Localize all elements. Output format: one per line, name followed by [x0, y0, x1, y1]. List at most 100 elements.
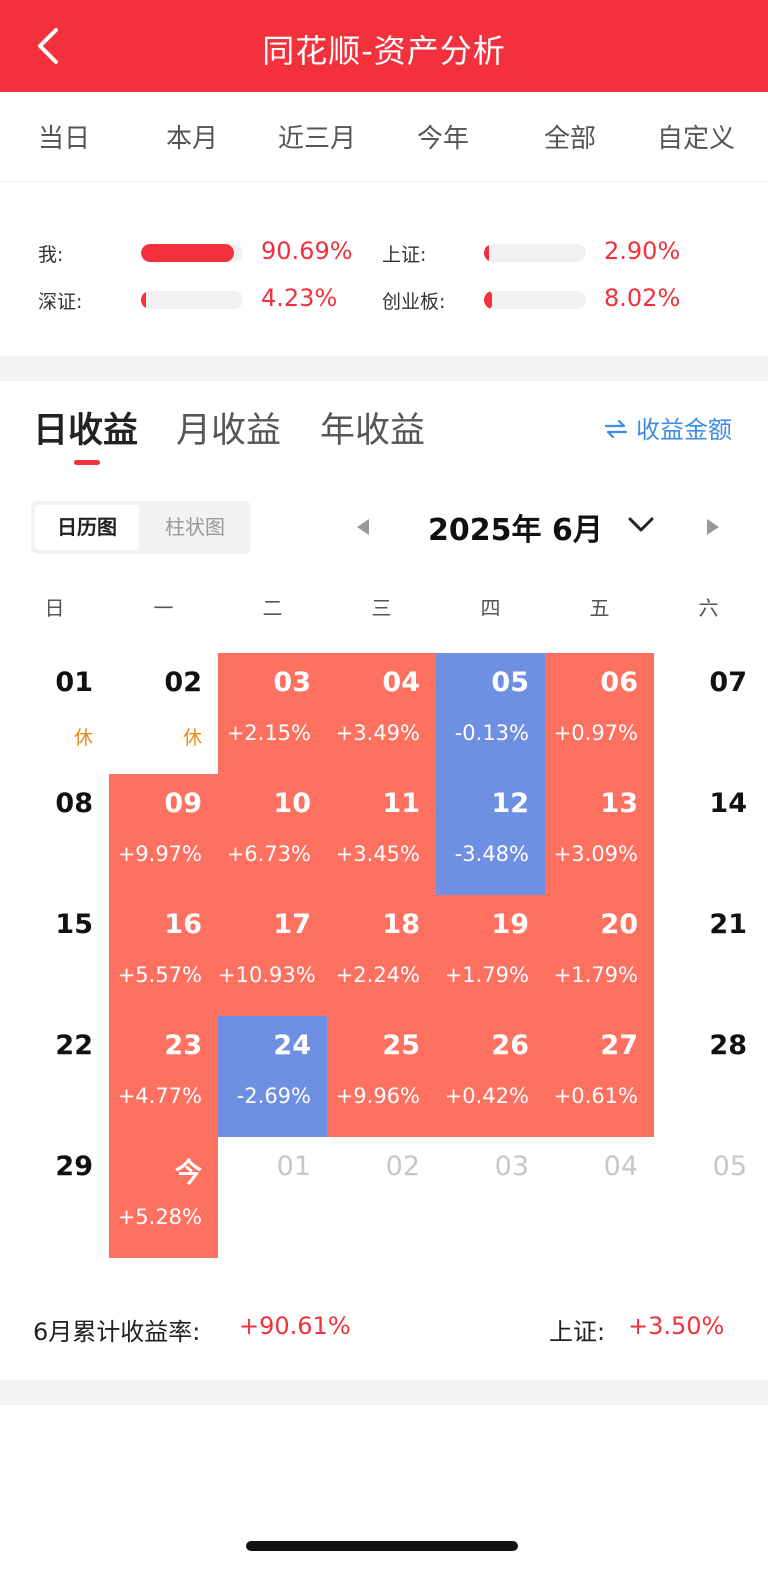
month-label[interactable]: 2025年 6月 [428, 513, 603, 548]
calendar-day-return: +0.61% [553, 1084, 638, 1108]
compare-fill-chinext [484, 291, 492, 309]
page-title: 同花顺-资产分析 [262, 32, 506, 70]
calendar-day-cell[interactable]: 25 +9.96% [327, 1016, 436, 1137]
calendar-day-cell[interactable]: 13 +3.09% [545, 774, 654, 895]
calendar-day-cell[interactable]: 今 +5.28% [109, 1137, 218, 1258]
calendar-day-cell[interactable]: 10 +6.73% [218, 774, 327, 895]
calendar-day-number: 17 [273, 909, 311, 940]
calendar-day-return: +3.49% [335, 721, 420, 745]
calendar-day-number: 01 [276, 1151, 311, 1182]
calendar-day-number: 15 [55, 909, 93, 940]
calendar-day-cell[interactable]: 04 +3.49% [327, 653, 436, 774]
tab-daily-earnings[interactable]: 日收益 [33, 411, 139, 451]
calendar-day-cell[interactable]: 06 +0.97% [545, 653, 654, 774]
calendar-day-return: +2.24% [335, 963, 420, 987]
compare-bar-chinext [484, 291, 586, 309]
calendar-day-cell[interactable]: 24 -2.69% [218, 1016, 327, 1137]
compare-bar-shenzhen [141, 291, 243, 309]
calendar-day-cell[interactable]: 17 +10.93% [218, 895, 327, 1016]
calendar-day-cell[interactable]: 11 +3.45% [327, 774, 436, 895]
calendar-day-cell: 14 [654, 774, 763, 895]
calendar-day-cell[interactable]: 19 +1.79% [436, 895, 545, 1016]
calendar-day-number: 06 [600, 667, 638, 698]
calendar-day-cell: 02 [327, 1137, 436, 1258]
calendar-day-return: +10.93% [218, 963, 316, 987]
tab-all[interactable]: 全部 [543, 124, 596, 154]
calendar-day-number: 25 [382, 1030, 420, 1061]
calendar-day-cell: 15 [0, 895, 109, 1016]
tab-today[interactable]: 当日 [37, 124, 90, 154]
return-comparison: 我: 90.69% 上证: 2.90% 深证: 4.23% 创业板: 8.02% [0, 182, 768, 356]
calendar-day-cell[interactable]: 05 -0.13% [436, 653, 545, 774]
period-tabs: 当日 本月 近三月 今年 全部 自定义 [0, 92, 768, 182]
compare-fill-shanghai [484, 244, 489, 262]
calendar-day-number: 27 [600, 1030, 638, 1061]
compare-label-shenzhen: 深证: [38, 291, 83, 313]
section-divider [0, 356, 768, 381]
tab-yearly-earnings[interactable]: 年收益 [320, 411, 426, 451]
calendar-day-number: 13 [600, 788, 638, 819]
calendar-day-number: 24 [273, 1030, 311, 1061]
weekday-label: 日 [44, 596, 65, 620]
calendar-day-number: 19 [491, 909, 529, 940]
calendar-day-cell[interactable]: 20 +1.79% [545, 895, 654, 1016]
weekday-label: 四 [480, 596, 501, 620]
calendar-day-cell[interactable]: 27 +0.61% [545, 1016, 654, 1137]
weekday-label: 二 [262, 596, 283, 620]
tab-this-year[interactable]: 今年 [416, 124, 469, 154]
compare-value-chinext: 8.02% [604, 284, 681, 312]
calendar-day-return: +0.97% [553, 721, 638, 745]
calendar-day-number: 28 [709, 1030, 747, 1061]
next-month-icon[interactable] [704, 517, 722, 537]
swap-icon [604, 420, 628, 438]
calendar-day-return: +5.28% [117, 1205, 202, 1229]
calendar-day-return: +4.77% [117, 1084, 202, 1108]
calendar-day-cell[interactable]: 26 +0.42% [436, 1016, 545, 1137]
calendar-day-cell[interactable]: 18 +2.24% [327, 895, 436, 1016]
calendar-day-number: 20 [600, 909, 638, 940]
calendar-day-number: 04 [603, 1151, 638, 1182]
prev-month-icon[interactable] [354, 517, 372, 537]
calendar-day-number: 07 [709, 667, 747, 698]
calendar-day-return: +0.42% [444, 1084, 529, 1108]
calendar-day-number: 03 [273, 667, 311, 698]
calendar-day-cell[interactable]: 12 -3.48% [436, 774, 545, 895]
calendar-day-cell: 02 休 [109, 653, 218, 774]
home-indicator[interactable] [246, 1541, 518, 1551]
calendar-day-number: 22 [55, 1030, 93, 1061]
earnings-amount-link[interactable]: 收益金额 [604, 410, 732, 445]
bar-view-button[interactable]: 柱状图 [165, 515, 225, 539]
calendar-day-cell[interactable]: 09 +9.97% [109, 774, 218, 895]
compare-fill-me [141, 244, 234, 262]
tab-this-month[interactable]: 本月 [165, 124, 218, 154]
calendar-day-return: +3.45% [335, 842, 420, 866]
tab-custom[interactable]: 自定义 [656, 124, 735, 154]
calendar-day-number: 今 [175, 1158, 202, 1189]
calendar-day-return: -3.48% [454, 842, 529, 866]
calendar-day-cell: 05 [654, 1137, 763, 1258]
holiday-badge: 休 [73, 727, 93, 749]
calendar-day-return: -0.13% [454, 721, 529, 745]
calendar-day-cell[interactable]: 03 +2.15% [218, 653, 327, 774]
calendar-day-return: -2.69% [236, 1084, 311, 1108]
calendar-day-cell: 07 [654, 653, 763, 774]
monthly-return-value: +90.61% [239, 1312, 351, 1340]
compare-value-shenzhen: 4.23% [261, 284, 338, 312]
weekday-label: 五 [589, 596, 610, 620]
tab-last-three-months[interactable]: 近三月 [277, 124, 356, 154]
chevron-down-icon[interactable] [626, 514, 656, 536]
calendar-day-number: 02 [385, 1151, 420, 1182]
calendar-day-number: 26 [491, 1030, 529, 1061]
back-arrow-icon[interactable] [30, 24, 70, 68]
calendar-day-number: 01 [55, 667, 93, 698]
calendar-day-number: 05 [491, 667, 529, 698]
calendar-view-button[interactable]: 日历图 [35, 505, 139, 550]
weekday-label: 六 [698, 596, 719, 620]
tab-monthly-earnings[interactable]: 月收益 [176, 411, 282, 451]
calendar-day-number: 21 [709, 909, 747, 940]
holiday-badge: 休 [182, 727, 202, 749]
calendar-day-cell[interactable]: 23 +4.77% [109, 1016, 218, 1137]
calendar-day-cell[interactable]: 16 +5.57% [109, 895, 218, 1016]
section-divider-bottom [0, 1380, 768, 1405]
compare-bar-shanghai [484, 244, 586, 262]
